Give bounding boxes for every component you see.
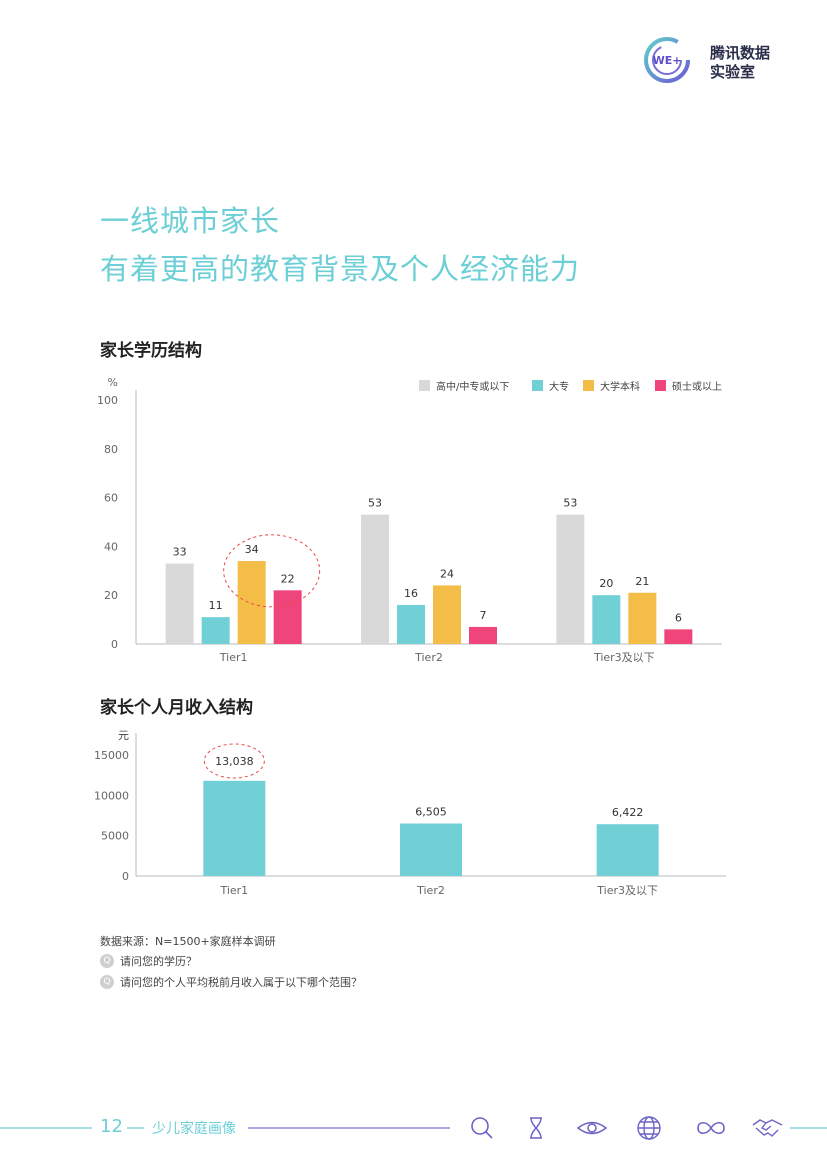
eye-icon bbox=[576, 1121, 608, 1135]
question-icon: Q bbox=[100, 975, 114, 989]
education-chart: % 0 20 40 60 80 100 33 11 34 22 Tier1 53 16 24 7 Tier2 53… bbox=[97, 376, 722, 664]
page-number: 12 bbox=[100, 1116, 123, 1137]
legend-swatch bbox=[532, 380, 543, 391]
bar bbox=[433, 585, 461, 644]
legend-label: 大学本科 bbox=[600, 380, 640, 393]
bar bbox=[273, 590, 302, 644]
highlight-ellipse bbox=[223, 534, 321, 608]
question-2-text: 请问您的个人平均税前月收入属于以下哪个范围？ bbox=[120, 976, 362, 989]
page-label: 少儿家庭画像 bbox=[152, 1121, 236, 1137]
bar bbox=[361, 514, 389, 644]
legend-swatch bbox=[419, 380, 430, 391]
y-axis-unit: % bbox=[108, 376, 118, 389]
bar bbox=[165, 563, 194, 644]
data-label: 7 bbox=[480, 609, 487, 622]
bar bbox=[201, 617, 230, 644]
x-tick-label: Tier3及以下 bbox=[593, 651, 655, 664]
data-label: 34 bbox=[245, 543, 259, 556]
handshake-icon bbox=[752, 1119, 783, 1137]
y-axis-unit: 元 bbox=[118, 729, 129, 742]
data-label: 6,505 bbox=[415, 806, 447, 819]
globe-icon bbox=[637, 1116, 661, 1140]
y-tick-label: 10000 bbox=[94, 789, 129, 802]
bar bbox=[556, 514, 585, 644]
bar bbox=[237, 561, 266, 644]
data-label: 6,422 bbox=[612, 806, 644, 819]
bar bbox=[592, 595, 621, 644]
search-icon bbox=[471, 1117, 493, 1139]
data-label: 53 bbox=[368, 497, 382, 510]
data-label: 13,038 bbox=[215, 755, 254, 768]
bar bbox=[397, 604, 425, 644]
headline-line-1: 一线城市家长 bbox=[100, 204, 281, 238]
x-tick-label: Tier2 bbox=[416, 884, 445, 897]
data-label: 33 bbox=[173, 545, 187, 558]
highlight-ellipse bbox=[203, 743, 265, 779]
income-chart-title: 家长个人月收入结构 bbox=[100, 698, 253, 718]
bar bbox=[596, 824, 659, 876]
headline-line-2: 有着更高的教育背景及个人经济能力 bbox=[100, 252, 581, 286]
y-tick-label: 0 bbox=[111, 638, 118, 651]
y-tick-label: 20 bbox=[104, 589, 118, 602]
y-tick-label: 100 bbox=[97, 394, 118, 407]
x-tick-label: Tier1 bbox=[219, 651, 248, 664]
legend-swatch bbox=[655, 380, 666, 391]
legend-swatch bbox=[583, 380, 594, 391]
question-2: Q 请问您的个人平均税前月收入属于以下哪个范围？ bbox=[100, 974, 362, 990]
hourglass-icon bbox=[530, 1117, 542, 1139]
data-label: 16 bbox=[404, 587, 418, 600]
y-tick-label: 60 bbox=[104, 492, 118, 505]
logo-icon: WE+ bbox=[644, 37, 690, 83]
y-tick-label: 80 bbox=[104, 443, 118, 456]
bar bbox=[203, 780, 266, 876]
question-1-text: 请问您的学历？ bbox=[120, 955, 197, 968]
x-tick-label: Tier1 bbox=[219, 884, 248, 897]
y-tick-label: 0 bbox=[122, 870, 129, 883]
logo-mark-text: WE+ bbox=[653, 54, 682, 67]
logo-line-1: 腾讯数据 bbox=[710, 44, 771, 62]
y-tick-label: 15000 bbox=[94, 749, 129, 762]
bar bbox=[664, 629, 693, 644]
data-label: 11 bbox=[209, 599, 223, 612]
x-tick-label: Tier3及以下 bbox=[596, 884, 658, 897]
logo-line-2: 实验室 bbox=[710, 63, 756, 81]
education-chart-title: 家长学历结构 bbox=[100, 341, 202, 361]
legend-label: 高中/中专或以下 bbox=[436, 380, 509, 393]
data-label: 21 bbox=[635, 575, 649, 588]
data-label: 53 bbox=[563, 497, 577, 510]
question-1: Q 请问您的学历？ bbox=[100, 953, 197, 969]
bar bbox=[400, 823, 462, 876]
bar bbox=[628, 592, 657, 644]
page-footer bbox=[0, 1116, 827, 1140]
data-label: 6 bbox=[675, 611, 682, 624]
data-label: 24 bbox=[440, 567, 454, 580]
data-label: 20 bbox=[599, 577, 613, 590]
legend-label: 硕士或以上 bbox=[672, 380, 722, 393]
income-chart: 元 0 5000 10000 15000 13,038 Tier1 6,505 Tier2 6,4… bbox=[94, 729, 726, 897]
legend-label: 大专 bbox=[549, 380, 569, 393]
data-source-note: 数据来源：N=1500+家庭样本调研 bbox=[100, 935, 276, 948]
y-tick-label: 5000 bbox=[101, 830, 129, 843]
infinity-icon bbox=[697, 1121, 725, 1135]
bar bbox=[469, 626, 497, 644]
x-tick-label: Tier2 bbox=[414, 651, 443, 664]
logo-text: 腾讯数据 实验室 bbox=[710, 44, 770, 82]
data-label: 22 bbox=[281, 572, 295, 585]
y-tick-label: 40 bbox=[104, 540, 118, 553]
question-icon: Q bbox=[100, 954, 114, 968]
